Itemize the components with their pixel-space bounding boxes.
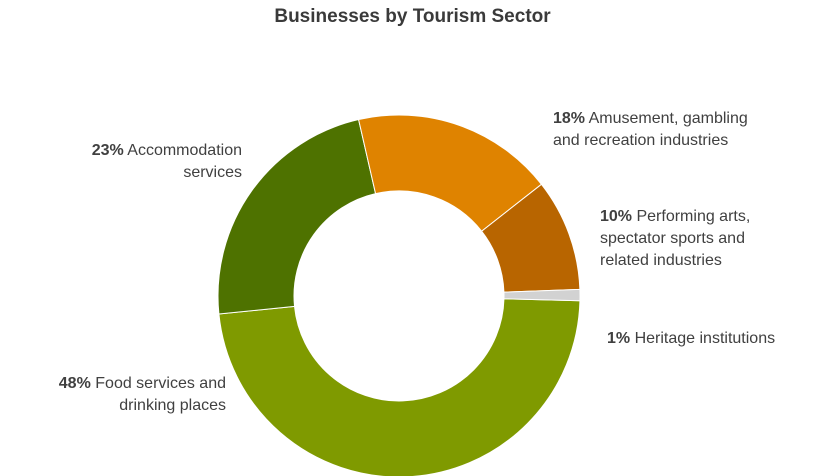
slice-label-amusement: 18% Amusement, gambling and recreation i… (553, 110, 748, 149)
chart-title: Businesses by Tourism Sector (274, 6, 551, 27)
slice-amusement (357, 114, 543, 232)
slice-heritage (503, 288, 581, 302)
slice-label-performing-arts: 10% Performing arts, spectator sports an… (600, 208, 751, 269)
slice-accommodation (217, 118, 377, 315)
slice-food-services (218, 298, 581, 476)
slice-label-heritage: 1% Heritage institutions (607, 330, 776, 347)
slice-label-food-services: 48% Food services and drinking places (58, 375, 226, 414)
slice-label-accommodation: 23% Accommodation services (91, 142, 242, 181)
